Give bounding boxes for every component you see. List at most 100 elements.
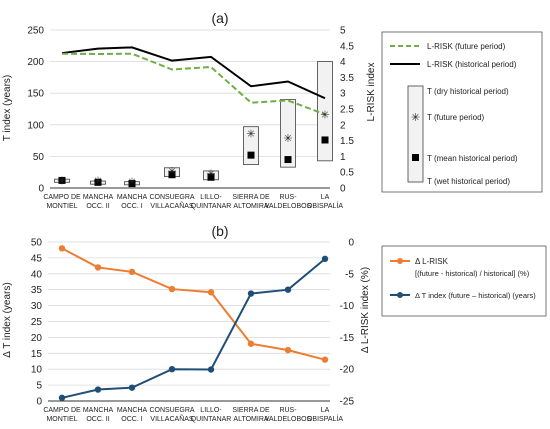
panel-b-x-tick-label: OCC. I: [121, 416, 142, 423]
panel-a-chart: (a) 0 50 100 150 200 250 0 0.5 1 1.5 2 2.5 3 3.5 4 4.5…: [2, 10, 543, 210]
mean-historical-marker: [247, 151, 255, 159]
panel-a-x-tick-label: ALTOMIRA: [233, 203, 268, 210]
legend-delta-lrisk-line2: [(future - historical) / historical] (%): [415, 269, 530, 278]
panel-b-x-tick-label: LILLO-: [200, 407, 222, 414]
mean-historical-marker: [321, 136, 329, 144]
panel-a-left-tick-label: 100: [27, 120, 44, 131]
panel-a-left-tick-label: 0: [38, 184, 44, 195]
panel-a-right-tick-label: 3: [340, 89, 346, 100]
panel-b-x-tick-label: CONSUEGRA: [149, 407, 194, 414]
future-star-marker: ✳: [127, 177, 136, 189]
lrisk-future-line: [61, 52, 326, 116]
lrisk-historical-line: [61, 46, 326, 100]
panel-a-right-tick-label: 3.5: [340, 73, 354, 84]
future-star-marker: ✳: [93, 175, 102, 187]
delta-lrisk-point: [58, 245, 66, 252]
historical-range-box: [280, 99, 296, 168]
delta-t-point: [247, 290, 255, 297]
panel-b-left-tick-label: 25: [31, 317, 43, 328]
future-star-marker: ✳: [320, 110, 329, 122]
panel-b-left-tick-label: 50: [31, 238, 43, 249]
delta-t-point: [321, 255, 329, 263]
panel-a-right-tick-label: 5: [340, 26, 346, 37]
panel-a-left-tick-label: 50: [33, 152, 45, 163]
panel-a-left-tick-label: 150: [27, 89, 44, 100]
panel-b-right-tick-label: -15: [340, 333, 355, 344]
panel-b-left-tick-label: 45: [31, 253, 43, 264]
panel-a-right-tick-label: 0.5: [340, 168, 354, 179]
panel-a-legend: L-RISK (future period) L-RISK (historica…: [381, 31, 543, 193]
future-star-marker: ✳: [206, 168, 215, 180]
mean-historical-marker: [168, 171, 176, 179]
delta-lrisk-point: [128, 268, 136, 276]
panel-a-x-tick-label: LILLO-: [200, 194, 222, 201]
panel-a-x-tick-label: SIERRA DE: [232, 194, 270, 201]
delta-t-point: [58, 394, 66, 402]
panel-b-right-tick-label: 0: [348, 238, 354, 249]
panel-b-left-tick-label: 40: [31, 269, 43, 280]
panel-a-left-tick-label: 250: [27, 26, 44, 37]
panel-a-x-tick-label: QUINTANAR: [191, 203, 232, 210]
legend-delta-t: Δ T index (future – historical) (years): [415, 291, 536, 300]
delta-lrisk-point: [168, 285, 176, 293]
legend-future-star-icon: ✳: [411, 112, 420, 124]
panel-a-x-tick-label: OCC. I: [121, 203, 142, 210]
panel-b-x-tick-label: RUS-: [279, 407, 297, 414]
legend-t-wet: T (wet historical period): [427, 177, 510, 186]
panel-a-right-tick-label: 1.5: [340, 136, 354, 147]
panel-b-left-tick-label: 5: [36, 381, 42, 392]
legend-mean-square-icon: [412, 154, 419, 161]
legend-delta-t-marker-icon: [397, 292, 403, 298]
panel-a-x-tick-label: OBISPALÍA: [307, 201, 343, 210]
panel-a-label: (a): [211, 10, 228, 26]
panel-b-left-axis-title: Δ T index (years): [2, 282, 13, 357]
delta-lrisk-point: [284, 346, 292, 354]
panel-b-left-tick-label: 0: [36, 397, 42, 408]
legend-t-future: T (future period): [427, 113, 485, 122]
legend-box-swatch: [407, 85, 424, 183]
panel-b-left-tick-label: 30: [31, 301, 43, 312]
legend-t-dry: T (dry historical period): [427, 87, 509, 96]
panel-a-right-tick-label: 2: [340, 120, 346, 131]
future-star-marker: ✳: [283, 133, 292, 145]
panel-a-left-tick-label: 200: [27, 57, 44, 68]
legend-lrisk-future: L-RISK (future period): [427, 42, 506, 51]
panel-b-right-tick-label: -5: [345, 269, 354, 280]
panel-b-right-tick-label: -20: [340, 365, 355, 376]
panel-a-x-tick-label: VILLACAÑAS: [150, 201, 194, 210]
panel-a-x-tick-label: CAMPO DE: [43, 194, 81, 201]
panel-b-left-tick-label: 15: [31, 349, 43, 360]
mean-historical-marker: [94, 178, 102, 186]
future-star-marker: ✳: [246, 129, 255, 141]
delta-t-point: [168, 366, 176, 373]
delta-t-line: [61, 258, 326, 399]
delta-t-point: [128, 384, 136, 391]
panel-b-x-tick-label: OCC. II: [86, 416, 109, 423]
legend-delta-lrisk-marker-icon: [397, 258, 403, 264]
panel-b-x-tick-label: CAMPO DE: [43, 407, 81, 414]
panel-b-x-tick-label: MANCHA: [117, 407, 148, 414]
panel-b-label: (b): [211, 223, 228, 239]
panel-b-chart: (b) 0 5 10 15 20 25 30 35 40 45 50 -25 -20 -15 -10 -5 0…: [2, 223, 547, 423]
mean-historical-marker: [58, 176, 66, 184]
mean-historical-marker: [128, 180, 136, 188]
panel-b-x-tick-label: MANCHA: [83, 407, 114, 414]
panel-a-x-tick-label: CONSUEGRA: [149, 194, 194, 201]
delta-t-point: [284, 286, 292, 293]
historical-range-box: [243, 126, 259, 166]
panel-b-x-tick-label: QUINTANAR: [191, 416, 232, 423]
panel-a-right-tick-label: 2.5: [340, 105, 354, 116]
panel-b-right-axis-title: Δ L-RISK index (%): [360, 267, 371, 353]
panel-b-x-tick-label: MONTIEL: [46, 416, 77, 423]
legend-lrisk-historical: L-RISK (historical period): [427, 60, 517, 69]
delta-lrisk-line: [61, 247, 326, 361]
panel-b-left-tick-label: 35: [31, 285, 43, 296]
panel-b-x-tick-label: VILLACAÑAS: [150, 414, 194, 423]
panel-a-x-tick-label: LA: [321, 194, 330, 201]
legend-delta-lrisk-line1: Δ L-RISK: [415, 257, 449, 266]
panel-a-x-tick-label: VALDELOBOS: [265, 203, 312, 210]
panel-b-x-tick-label: VALDELOBOS: [265, 416, 312, 423]
panel-a-left-axis-title: T index (years): [2, 75, 13, 142]
panel-b-legend: Δ L-RISK [(future - historical) / histor…: [381, 245, 547, 317]
